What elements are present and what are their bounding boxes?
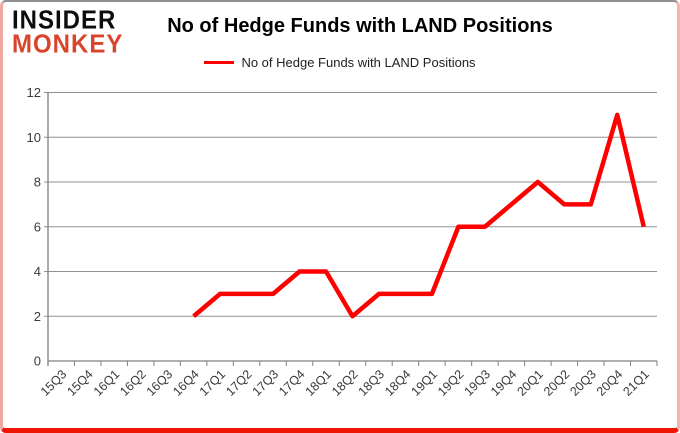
insider-monkey-logo: INSIDER MONKEY [12,5,124,59]
x-tick-label: 16Q2 [117,367,149,399]
x-tick-label: 19Q2 [435,367,467,399]
x-tick-label: 15Q4 [64,367,96,399]
y-tick-label: 4 [34,264,41,279]
logo-text-monkey: MONKEY [12,29,124,59]
chart-legend: No of Hedge Funds with LAND Positions [3,55,677,70]
x-tick-label: 20Q2 [541,367,573,399]
x-tick-label: 17Q2 [223,367,255,399]
x-tick-label: 16Q4 [170,367,202,399]
y-tick-label: 12 [27,85,41,100]
x-tick-label: 16Q3 [144,367,176,399]
x-tick-label: 20Q4 [594,367,626,399]
x-tick-label: 19Q3 [461,367,493,399]
x-tick-label: 17Q3 [250,367,282,399]
x-tick-label: 18Q4 [382,367,414,399]
x-tick-label: 19Q1 [409,367,441,399]
chart-title: No of Hedge Funds with LAND Positions [167,15,553,37]
series-line [192,112,646,319]
hedge-funds-line-chart: 02468101215Q315Q416Q116Q216Q316Q417Q117Q… [27,85,658,399]
legend-line-swatch [204,61,235,64]
x-tick-label: 18Q3 [356,367,388,399]
y-tick-label: 10 [27,130,41,145]
y-tick-label: 6 [34,219,41,234]
x-tick-label: 18Q2 [329,367,361,399]
y-tick-label: 0 [34,354,41,369]
logo-text-insider: INSIDER [12,5,117,35]
x-tick-label: 17Q1 [197,367,229,399]
y-tick-label: 2 [34,309,41,324]
legend-label: No of Hedge Funds with LAND Positions [241,55,476,70]
x-tick-label: 20Q1 [514,367,546,399]
x-tick-label: 15Q3 [38,367,70,399]
x-tick-label: 21Q1 [620,367,652,399]
x-tick-label: 18Q1 [303,367,335,399]
x-tick-label: 19Q4 [488,367,520,399]
x-tick-label: 20Q3 [567,367,599,399]
x-tick-label: 17Q4 [276,367,308,399]
y-tick-label: 8 [34,175,41,190]
x-tick-label: 16Q1 [91,367,123,399]
